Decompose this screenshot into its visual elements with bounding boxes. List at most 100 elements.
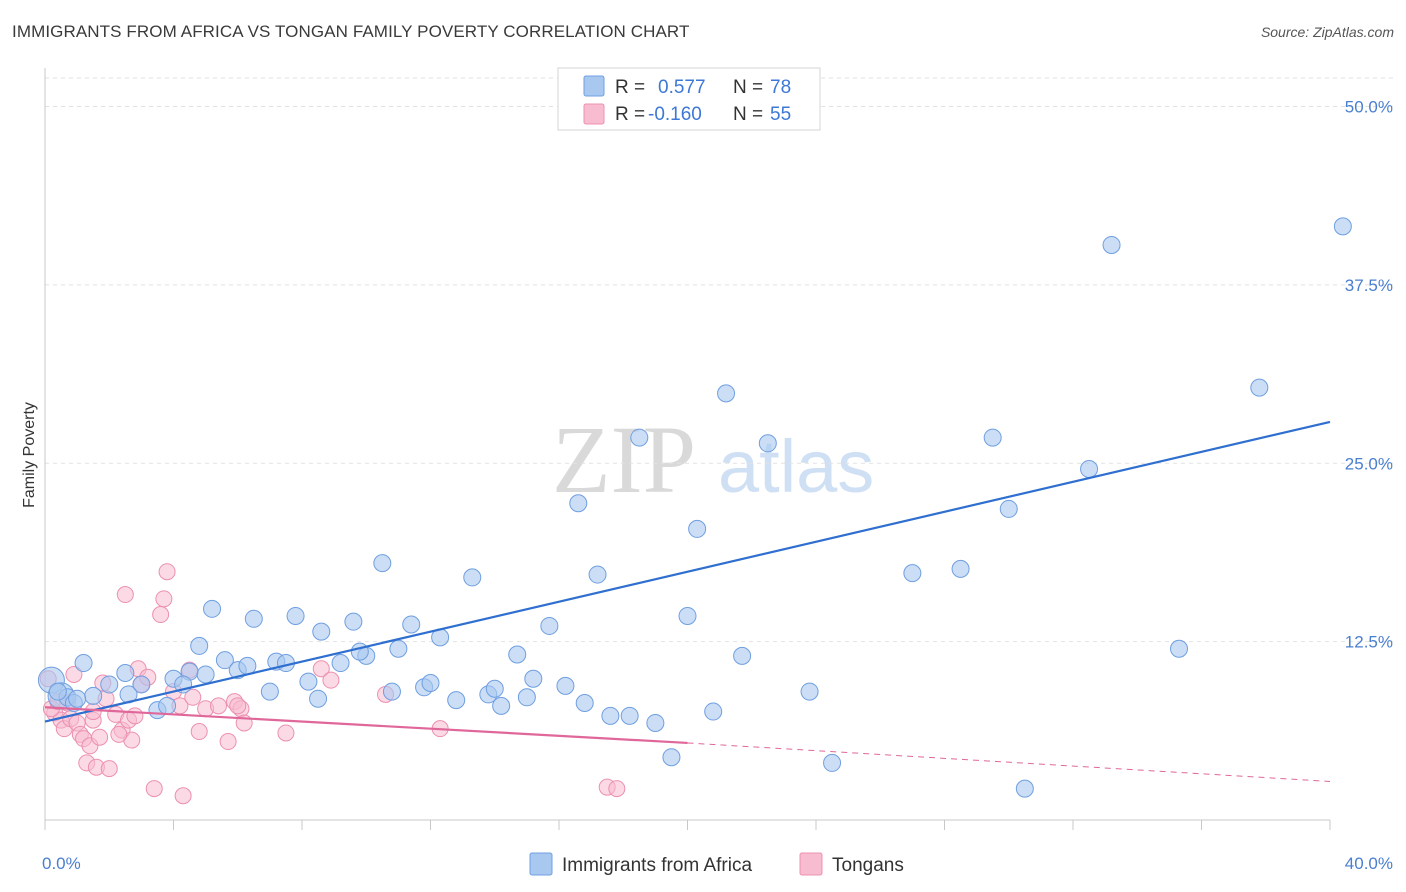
africa-point-63 — [48, 682, 67, 701]
legend-n-label-2: N = — [733, 104, 763, 125]
chart-title: IMMIGRANTS FROM AFRICA VS TONGAN FAMILY … — [12, 22, 690, 41]
africa-point-52 — [823, 753, 842, 772]
africa-point-13 — [203, 599, 222, 618]
africa-point-12 — [190, 636, 209, 655]
africa-point-31 — [463, 568, 482, 587]
africa-point-34 — [508, 645, 527, 664]
y-tick-label-1: 25.0% — [1345, 454, 1393, 473]
africa-point-38 — [569, 494, 588, 513]
tongans-point-29 — [158, 563, 176, 581]
africa-point-77 — [575, 693, 594, 712]
africa-point-41 — [620, 706, 639, 725]
tongans-point-27 — [152, 606, 170, 624]
africa-point-62 — [1333, 217, 1352, 236]
africa-point-60 — [1170, 639, 1189, 658]
africa-point-21 — [312, 622, 331, 641]
tongans-point-6 — [65, 665, 83, 683]
tongans-trend-line — [44, 706, 688, 745]
africa-point-53 — [903, 564, 922, 583]
y-tick-label-3: 50.0% — [1345, 98, 1393, 117]
africa-point-74 — [421, 674, 440, 693]
tongans-point-32 — [174, 787, 192, 805]
africa-point-57 — [1015, 779, 1034, 798]
bottom-legend-africa: Immigrants from Africa — [562, 855, 752, 876]
africa-point-48 — [717, 384, 736, 403]
legend-r-label-2: R = — [615, 104, 645, 125]
africa-point-66 — [158, 696, 177, 715]
legend-n-label-1: N = — [733, 77, 763, 98]
africa-point-33 — [492, 696, 511, 715]
africa-point-26 — [389, 639, 408, 658]
africa-point-37 — [556, 676, 575, 695]
africa-point-49 — [733, 646, 752, 665]
tongans-point-14 — [91, 728, 109, 746]
africa-point-39 — [588, 565, 607, 584]
legend-r-value-1: 0.577 — [658, 77, 706, 98]
africa-trend-line — [44, 420, 1331, 723]
africa-point-22 — [331, 654, 350, 673]
legend-r-label-1: R = — [615, 77, 645, 98]
tongans-point-26 — [145, 780, 163, 798]
africa-points — [37, 217, 1352, 798]
tongans-point-42 — [312, 660, 330, 678]
africa-point-55 — [983, 428, 1002, 447]
tongans-point-43 — [322, 671, 340, 689]
africa-point-20 — [299, 672, 318, 691]
bottom-legend-swatch-tongans — [799, 852, 823, 876]
x-tick-label-0: 0.0% — [42, 854, 81, 873]
africa-point-46 — [688, 519, 707, 538]
legend-swatch-tongans — [583, 103, 605, 125]
source-label: Source: ZipAtlas.com — [1260, 24, 1394, 40]
africa-point-51 — [800, 682, 819, 701]
tongans-point-53 — [184, 688, 202, 706]
y-axis-label: Family Poverty — [21, 402, 38, 508]
tongans-point-17 — [100, 760, 118, 778]
africa-point-71 — [309, 689, 328, 708]
africa-point-59 — [1102, 235, 1121, 254]
africa-point-4 — [74, 654, 93, 673]
watermark-atlas: atlas — [718, 425, 874, 508]
x-tick-label-1: 40.0% — [1345, 854, 1393, 873]
africa-point-40 — [601, 706, 620, 725]
africa-point-27 — [402, 615, 421, 634]
africa-point-44 — [662, 748, 681, 767]
y-tick-labels: 12.5% 25.0% 37.5% 50.0% — [1345, 98, 1393, 652]
africa-point-7 — [116, 664, 135, 683]
y-tick-label-2: 37.5% — [1345, 276, 1393, 295]
africa-point-73 — [382, 682, 401, 701]
axes — [44, 68, 1331, 830]
bottom-legend: Immigrants from Africa Tongans — [529, 852, 904, 876]
legend-n-value-1: 78 — [770, 77, 791, 98]
africa-point-5 — [84, 686, 103, 705]
trend-lines — [44, 420, 1331, 782]
africa-point-43 — [646, 713, 665, 732]
africa-point-56 — [999, 499, 1018, 518]
africa-point-16 — [244, 609, 263, 628]
tongans-point-47 — [608, 780, 626, 798]
gridlines — [45, 77, 1395, 643]
tongans-point-52 — [126, 707, 144, 725]
tongans-point-51 — [110, 725, 128, 743]
africa-point-6 — [100, 675, 119, 694]
africa-point-68 — [196, 665, 215, 684]
tongans-point-37 — [219, 733, 237, 751]
tongans-point-36 — [209, 697, 227, 715]
africa-point-45 — [678, 606, 697, 625]
africa-point-54 — [951, 559, 970, 578]
africa-point-75 — [485, 679, 504, 698]
legend-box: R = 0.577 N = 78 R = -0.160 N = 55 — [557, 67, 821, 131]
africa-point-36 — [540, 616, 559, 635]
legend-r-value-2: -0.160 — [648, 104, 702, 125]
africa-point-76 — [517, 688, 536, 707]
y-tick-label-0: 12.5% — [1345, 633, 1393, 652]
legend-swatch-africa — [583, 75, 605, 97]
legend-n-value-2: 55 — [770, 104, 791, 125]
africa-point-61 — [1250, 378, 1269, 397]
africa-point-58 — [1080, 459, 1099, 478]
tongans-point-20 — [116, 586, 134, 604]
africa-point-14 — [215, 651, 234, 670]
tongans-point-28 — [155, 590, 173, 608]
tongans-point-54 — [229, 697, 247, 715]
africa-point-42 — [630, 428, 649, 447]
